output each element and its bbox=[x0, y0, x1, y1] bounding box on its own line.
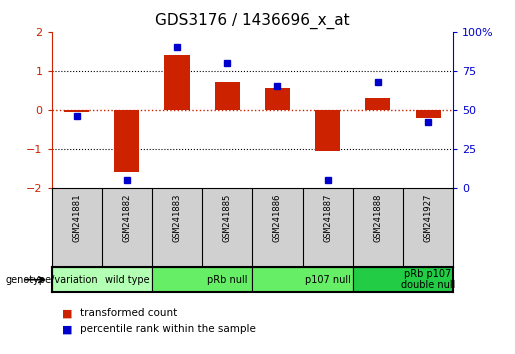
Bar bbox=[265, 88, 290, 110]
Text: p107 null: p107 null bbox=[305, 275, 351, 285]
Text: GSM241887: GSM241887 bbox=[323, 194, 332, 242]
Text: ■: ■ bbox=[62, 308, 72, 318]
Bar bbox=[365, 98, 390, 110]
Text: GSM241885: GSM241885 bbox=[223, 194, 232, 242]
Bar bbox=[353, 267, 453, 292]
Text: GSM241888: GSM241888 bbox=[373, 194, 382, 242]
Bar bbox=[64, 110, 89, 112]
Text: GSM241881: GSM241881 bbox=[72, 194, 81, 242]
Text: wild type: wild type bbox=[105, 275, 149, 285]
Title: GDS3176 / 1436696_x_at: GDS3176 / 1436696_x_at bbox=[155, 13, 350, 29]
Bar bbox=[315, 110, 340, 151]
Text: GSM241927: GSM241927 bbox=[424, 194, 433, 242]
Text: transformed count: transformed count bbox=[80, 308, 177, 318]
Bar bbox=[252, 267, 353, 292]
Bar bbox=[52, 267, 152, 292]
Bar bbox=[114, 110, 140, 172]
Text: pRb p107
double null: pRb p107 double null bbox=[401, 269, 455, 291]
Bar bbox=[164, 55, 190, 110]
Text: GSM241886: GSM241886 bbox=[273, 194, 282, 242]
Text: percentile rank within the sample: percentile rank within the sample bbox=[80, 324, 256, 334]
Bar bbox=[215, 82, 240, 110]
Text: pRb null: pRb null bbox=[207, 275, 248, 285]
Bar bbox=[416, 110, 441, 118]
Bar bbox=[152, 267, 252, 292]
Text: GSM241882: GSM241882 bbox=[123, 194, 131, 242]
Text: ■: ■ bbox=[62, 324, 72, 334]
Text: GSM241883: GSM241883 bbox=[173, 194, 181, 242]
Text: genotype/variation: genotype/variation bbox=[5, 275, 98, 285]
